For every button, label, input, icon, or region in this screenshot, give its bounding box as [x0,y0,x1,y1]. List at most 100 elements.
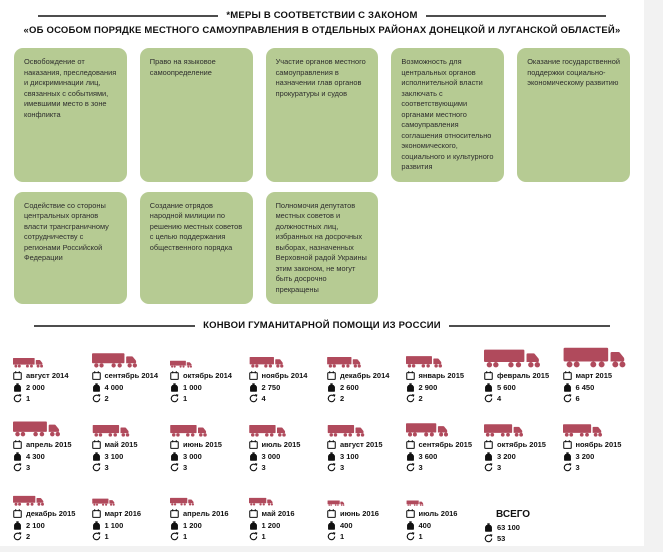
convoy-cell: февраль 2015 5 600 4 [479,343,558,403]
convoy-count-value: 3 [340,463,345,473]
convoy-cell: декабрь 2014 2 600 2 [322,343,401,403]
convoy-month-row: сентябрь 2015 [405,440,477,449]
truck-wrap [562,412,634,437]
section-rule-right [448,324,610,327]
convoy-cell: декабрь 2015 2 100 2 [8,481,87,543]
convoy-count-row: 3 [327,463,398,472]
calendar-icon [327,371,336,381]
month-label: июль 2016 [418,509,458,519]
convoy-month-row: апрель 2015 [13,440,84,449]
page-title: *МЕРЫ В СООТВЕТСТВИИ С ЗАКОНОМ [38,10,606,21]
convoy-tonnage-row: 400 [327,521,398,530]
convoy-count-row: 2 [92,394,163,403]
convoy-tonnage-row: 3 100 [327,452,398,461]
convoy-count-icon [484,463,493,472]
convoy-tonnage-row: 4 300 [13,452,84,461]
truck-icon [248,498,273,506]
weight-icon [249,383,257,392]
convoy-tonnage-row: 63 100 [484,523,555,532]
truck-icon [405,356,442,368]
measure-box: Освобождение от наказания, преследования… [14,48,127,182]
tonnage-value: 3 200 [575,451,595,461]
convoy-count-icon [484,534,493,543]
truck-icon [170,361,192,369]
weight-icon [563,452,571,461]
truck-wrap [170,412,241,437]
truck-icon [484,424,523,437]
calendar-icon [170,371,179,381]
truck-icon [170,425,207,437]
convoy-month-row: сентябрь 2014 [91,371,163,381]
calendar-icon [405,371,415,381]
truck-wrap [563,343,634,368]
convoy-month-row: декабрь 2015 [13,509,84,518]
convoy-cell: апрель 2015 4 300 3 [8,412,87,472]
convoy-month-row: август 2014 [13,371,84,380]
truck-wrap [91,343,163,368]
convoy-cell: июль 2015 3 000 3 [244,412,323,472]
convoy-count-value: 3 [261,463,266,473]
convoy-tonnage-row: 2 600 [327,383,398,392]
month-label: апрель 2015 [26,440,72,450]
month-label: май 2015 [104,440,138,450]
convoy-month-row: ноябрь 2015 [562,440,634,449]
convoy-section-title: КОНВОИ ГУМАНИТАРНОЙ ПОМОЩИ ИЗ РОССИИ [34,320,610,331]
convoy-tonnage-row: 3 000 [249,452,320,461]
convoy-count-icon [563,394,572,403]
convoy-count-icon [327,394,336,403]
convoy-count-value: 6 [575,394,580,404]
convoy-cell: март 2016 1 100 1 [87,481,166,543]
convoy-count-icon [92,463,101,472]
convoy-tonnage-row: 2 100 [13,521,84,530]
tonnage-value: 3 100 [104,451,124,461]
weight-icon [249,452,257,461]
convoy-count-icon [13,532,22,541]
weight-icon [328,521,335,530]
truck-icon [91,353,137,368]
truck-icon [327,425,365,437]
month-label: ВСЕГО [496,509,531,521]
convoy-count-row: 2 [406,394,477,403]
convoy-count-value: 2 [418,394,423,404]
month-label: май 2016 [261,509,295,519]
tonnage-value: 2 900 [418,382,438,392]
truck-wrap [327,412,398,437]
tonnage-value: 1 200 [183,520,202,530]
convoy-cell: ноябрь 2015 3 200 3 [558,412,637,472]
calendar-icon [91,371,101,381]
convoy-tonnage-row: 3 200 [484,452,555,461]
convoy-count-icon [249,394,258,403]
weight-icon [171,521,178,530]
convoy-count-row: 1 [327,532,398,541]
calendar-icon [327,509,336,519]
convoy-cell: август 2015 3 100 3 [322,412,401,472]
truck-wrap [170,481,241,506]
weight-icon [485,452,492,461]
truck-icon [327,500,345,507]
convoy-count-icon [170,394,179,403]
convoy-count-value: 3 [26,463,31,473]
truck-icon [405,423,448,437]
truck-icon [327,357,361,368]
convoy-count-value: 4 [261,394,266,404]
calendar-icon [170,440,179,450]
convoy-count-value: 1 [183,532,188,542]
truck-icon [406,500,423,507]
convoy-month-row: июнь 2016 [327,509,398,518]
convoy-count-row: 4 [484,394,555,403]
section-rule-left [34,324,196,327]
tonnage-value: 1 100 [104,520,124,530]
convoy-count-row: 1 [170,394,241,403]
convoy-count-icon [170,463,179,472]
convoy-cell: май 2015 3 100 3 [87,412,166,472]
convoy-cell: август 2014 2 000 1 [8,343,87,403]
weight-icon [14,452,21,461]
convoy-count-row: 3 [563,463,634,472]
truck-wrap [13,343,84,368]
convoy-count-icon [406,394,415,403]
month-label: июль 2015 [261,440,301,450]
convoy-cell: май 2016 1 200 1 [244,481,323,543]
convoy-month-row: май 2015 [91,440,163,450]
convoy-month-row: ВСЕГО [484,509,555,520]
convoy-count-icon [13,394,22,403]
